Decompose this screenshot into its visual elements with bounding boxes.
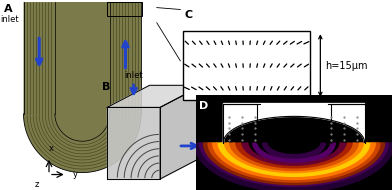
Polygon shape — [223, 104, 365, 142]
Text: inlet: inlet — [0, 15, 19, 24]
Text: A: A — [4, 4, 13, 14]
Text: C: C — [185, 10, 193, 21]
Polygon shape — [196, 95, 392, 190]
Text: B: B — [102, 82, 110, 92]
Text: x: x — [49, 144, 53, 153]
Polygon shape — [160, 85, 202, 179]
Polygon shape — [24, 2, 141, 173]
Text: y: y — [73, 170, 78, 179]
Bar — [183, 31, 310, 100]
Text: h=15μm: h=15μm — [325, 61, 367, 70]
Text: outlet: outlet — [205, 141, 229, 150]
Polygon shape — [107, 85, 202, 107]
Text: D: D — [199, 101, 208, 111]
Polygon shape — [107, 107, 160, 179]
Bar — [107, 2, 142, 16]
Text: z: z — [34, 180, 39, 189]
Text: inlet: inlet — [124, 71, 143, 80]
